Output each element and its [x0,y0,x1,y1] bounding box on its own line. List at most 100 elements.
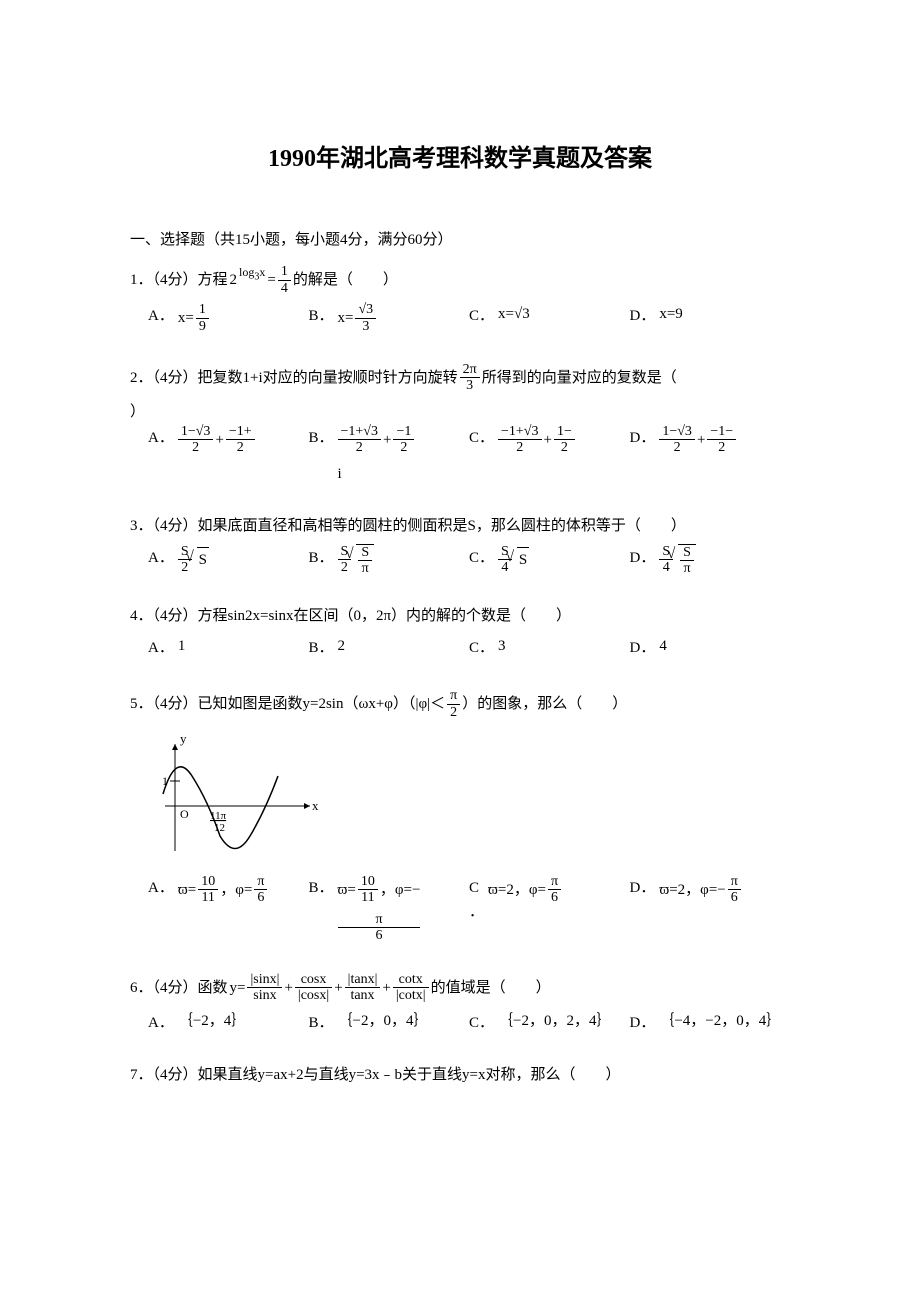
x-tick-num: 11π [210,810,227,822]
q2-mid-num: 2π [460,362,480,378]
q2-post: 所得到的向量对应的复数是（ [482,366,677,390]
label-c: C． [469,544,494,570]
q1-a-pre: x= [178,306,194,330]
label-a: A． [148,634,174,660]
n: 1−√3 [178,424,214,440]
q2-d-val: 1−√32 + −1−2 [659,424,736,456]
rd: π [358,561,372,576]
n: −1+√3 [498,424,541,440]
v: 1 [178,634,186,658]
q1-a-num: 1 [196,302,209,318]
q3-opt-b: B． S2 Sπ [309,544,470,577]
x-label: x [312,798,319,813]
plus: + [334,976,342,1000]
q6-yeq: y= [230,976,246,1000]
w: ϖ= [178,878,196,902]
q5-stem: 5．（4分）已知如图是函数y=2sin（ωx+φ）（|φ|＜ π2 ）的图象，那… [130,688,627,720]
label-d: D． [630,302,656,328]
pn: π [548,874,561,890]
question-5: 5．（4分）已知如图是函数y=2sin（ωx+φ）（|φ|＜ π2 ）的图象，那… [130,688,790,943]
plus: + [215,428,223,452]
n: 1−√3 [659,424,695,440]
label-d: D． [630,634,656,660]
v: 4 [659,634,667,658]
d: 2 [554,440,575,455]
q1-post: 的解是（ ） [293,268,398,292]
q5-opt-b: B． ϖ= 1011 ，φ=− π6 [309,874,470,944]
q3-opt-a: A． S2 S [148,544,309,577]
plus: + [284,976,292,1000]
pd: 6 [338,928,421,943]
n: 1− [554,424,575,440]
q3-stem: 3．（4分）如果底面直径和高相等的圆柱的侧面积是S，那么圆柱的体积等于（ ） [130,514,790,538]
pd: 6 [548,890,561,905]
d: 2 [498,440,541,455]
label-c: C． [469,634,494,660]
q2-opt-b: B． −1+√32 + −12 i [309,424,470,486]
p: ，φ= [220,878,252,902]
q3-opt-c: C． S4 S [469,544,630,577]
n: cotx [393,972,429,988]
label-a: A． [148,874,174,900]
q5-graph: y x O 1 11π 12 [150,736,790,864]
plus: + [383,428,391,452]
q3-d-val: S4 Sπ [659,544,696,577]
q6-options: A．｛−2，4｝ B．｛−2，0，4｝ C．｛−2，0，2，4｝ D．｛−4，−… [130,1009,790,1035]
q4-opt-c: C．3 [469,634,630,660]
q5-a-val: ϖ= 1011 ，φ= π6 [178,874,268,906]
q1-c-val: x=√3 [498,302,530,326]
q1-log-arg: x [259,265,265,279]
q7-stem: 7．（4分）如果直线y=ax+2与直线y=3x﹣b关于直线y=x对称，那么（ ） [130,1063,790,1087]
question-6: 6．（4分）函数 y= |sinx|sinx + cosx|cosx| + |t… [130,972,790,1036]
w: ϖ=2，φ= [488,878,546,902]
q5-post: ）的图象，那么（ ） [462,692,627,716]
pn: π [338,912,421,928]
n: π [447,688,460,704]
label-a: A． [148,544,174,570]
label-c: C． [469,424,494,450]
q6-post: 的值域是（ ） [431,976,551,1000]
rad: S [517,547,529,572]
label-c: C． [469,1009,494,1035]
q2-pre: 2．（4分）把复数1+i对应的向量按顺时针方向旋转 [130,366,458,390]
label-b: B． [309,424,334,450]
q1-base: 2 [230,268,238,292]
label-d: D． [630,544,656,570]
q1-opt-c: C． x=√3 [469,302,630,334]
w: ϖ= [338,878,356,902]
q1-exponent: log3x [239,263,265,285]
q5-d-val: ϖ=2，φ=− π6 [659,874,741,906]
q6-opt-c: C．｛−2，0，2，4｝ [469,1009,630,1035]
d: sinx [247,988,282,1003]
wn: 10 [198,874,218,890]
q1-eq: = [267,268,275,292]
q5-c-val: ϖ=2，φ= π6 [488,874,561,906]
q1-rhs-num: 1 [278,264,291,280]
d: 2 [659,440,695,455]
label-b: B． [309,634,334,660]
q3-b-val: S2 Sπ [338,544,375,577]
y-label: y [180,736,187,746]
q2-options: A． 1−√32 + −1+2 B． −1+√32 + −12 i C． −1+… [130,424,790,486]
label-a: A． [148,1009,174,1035]
q2-post2: ） [130,400,790,424]
q4-opt-b: B．2 [309,634,470,660]
label-b: B． [309,1009,334,1035]
d: 2 [338,440,381,455]
q5-b-val: ϖ= 1011 ，φ=− π6 [338,874,421,944]
q6-pre: 6．（4分）函数 [130,976,228,1000]
q5-opt-c: C． ϖ=2，φ= π6 [469,874,630,944]
q1-b-pre: x= [338,306,354,330]
q6-opt-a: A．｛−2，4｝ [148,1009,309,1035]
rn: S [680,545,694,561]
q1-opt-d: D． x=9 [630,302,791,334]
q1-opt-b: B． x= √33 [309,302,470,334]
label-c: C． [469,302,494,328]
plus: + [544,428,552,452]
q1-stem: 1．（4分）方程 2 log3x = 1 4 的解是（ ） [130,264,398,296]
q2-a-val: 1−√32 + −1+2 [178,424,255,456]
q1-opt-a: A． x= 19 [148,302,309,334]
pn: π [728,874,741,890]
q3-opt-d: D． S4 Sπ [630,544,791,577]
q2-opt-a: A． 1−√32 + −1+2 [148,424,309,486]
